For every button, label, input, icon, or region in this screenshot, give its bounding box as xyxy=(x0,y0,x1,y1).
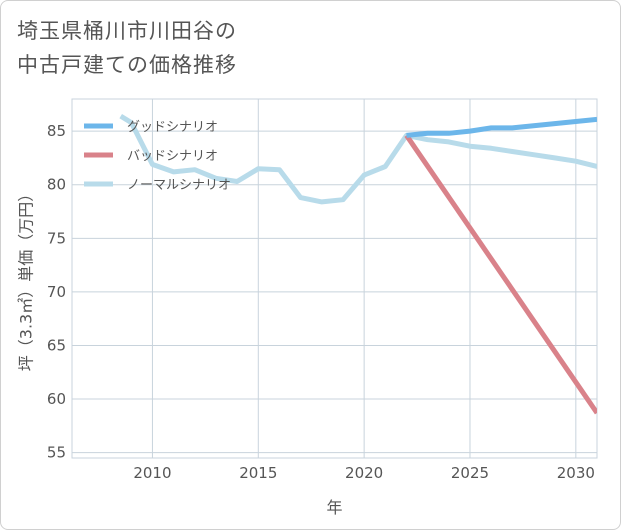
grid-lines xyxy=(71,98,598,459)
y-tick-labels: 55 60 65 70 75 80 85 xyxy=(47,122,66,461)
legend-label-0: グッドシナリオ xyxy=(127,120,218,135)
y-tick-label-85: 85 xyxy=(47,122,66,140)
y-tick-label-70: 70 xyxy=(47,283,66,301)
y-axis-label: 坪（3.3㎡）単価（万円） xyxy=(17,186,36,371)
legend-label-2: ノーマルシナリオ xyxy=(127,178,231,193)
chart-title: 埼玉県桶川市川田谷の 中古戸建ての価格推移 xyxy=(17,14,237,82)
plot-area-border xyxy=(71,98,598,459)
series-line-0 xyxy=(406,116,597,138)
legend-label-1: バッドシナリオ xyxy=(127,149,218,164)
x-tick-labels: 2010 2015 2020 2025 2030 xyxy=(133,464,595,482)
y-tick-label-75: 75 xyxy=(47,229,66,247)
series-line-2 xyxy=(119,113,597,205)
x-tick-label-2020: 2020 xyxy=(345,464,383,482)
x-tick-label-2025: 2025 xyxy=(451,464,489,482)
chart-title-line2: 中古戸建ての価格推移 xyxy=(17,53,237,77)
x-tick-label-2010: 2010 xyxy=(133,464,171,482)
y-tick-label-60: 60 xyxy=(47,390,66,408)
series-line-1 xyxy=(404,133,597,415)
chart-title-line1: 埼玉県桶川市川田谷の xyxy=(17,19,237,43)
y-tick-label-55: 55 xyxy=(47,444,66,462)
y-tick-label-65: 65 xyxy=(47,336,66,354)
x-tick-label-2030: 2030 xyxy=(557,464,595,482)
y-tick-label-80: 80 xyxy=(47,176,66,194)
series-lines xyxy=(119,113,597,415)
x-tick-label-2015: 2015 xyxy=(239,464,277,482)
x-axis-label: 年 xyxy=(326,498,342,517)
